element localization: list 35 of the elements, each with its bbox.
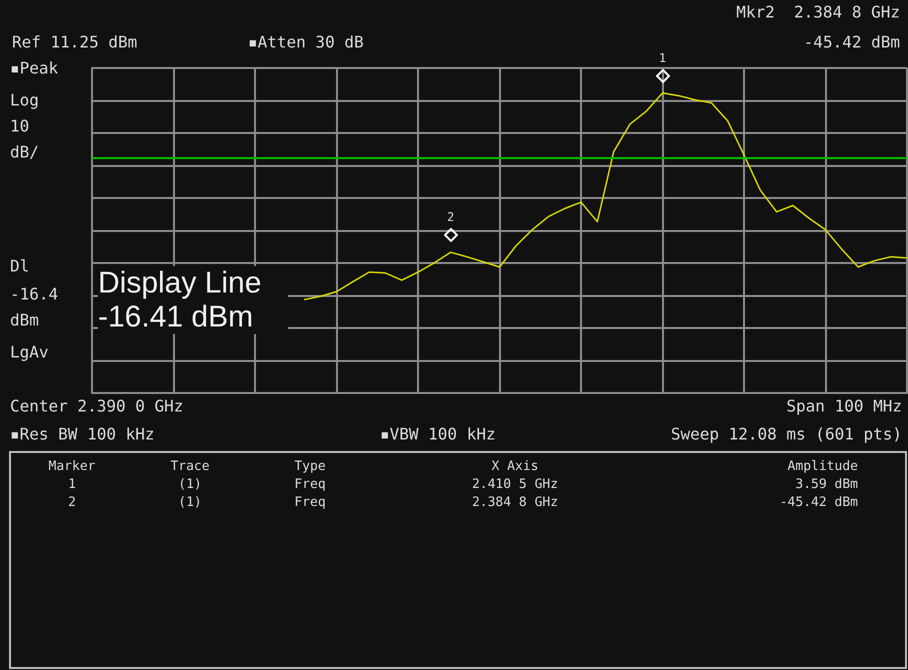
text: Amplitude [788,459,858,474]
text: 2.384 8 GHz [472,495,558,510]
text: 1 [68,477,76,492]
text: LgAv [10,342,49,362]
text: Marker [48,459,96,474]
text: dB/ [10,142,39,162]
text: Center 2.390 0 GHz [10,396,184,416]
text: Freq [294,495,326,510]
text: Display Line -16.41 dBm [98,266,270,334]
text: X Axis [492,459,538,474]
text: Trace [170,459,210,474]
text: ▪VBW 100 kHz [380,424,496,444]
text: 2 [68,495,76,510]
text: 2.410 5 GHz [472,477,558,492]
text: -45.42 dBm [804,32,900,52]
text: ▪Res BW 100 kHz [10,424,154,444]
text: dBm [10,310,39,330]
text: 3.59 dBm [795,477,858,492]
text: Log [10,90,39,110]
text: Freq [294,477,326,492]
text: Mkr2 2.384 8 GHz [736,2,900,22]
text: Dl [10,256,30,276]
text: -16.4 [10,284,58,304]
text: Type [294,459,326,474]
text: (1) [178,495,202,510]
text: -45.42 dBm [780,495,858,510]
annotation: 1 [652,51,673,65]
text: Span 100 MHz [786,396,902,416]
text: ▪Atten 30 dB [248,32,364,52]
annotation: 2 [440,210,461,224]
text: Sweep 12.08 ms (601 pts) [670,424,902,444]
text: Ref 11.25 dBm [12,32,138,52]
text: ▪Peak [10,58,59,78]
text: 10 [10,116,30,136]
text: (1) [178,477,202,492]
